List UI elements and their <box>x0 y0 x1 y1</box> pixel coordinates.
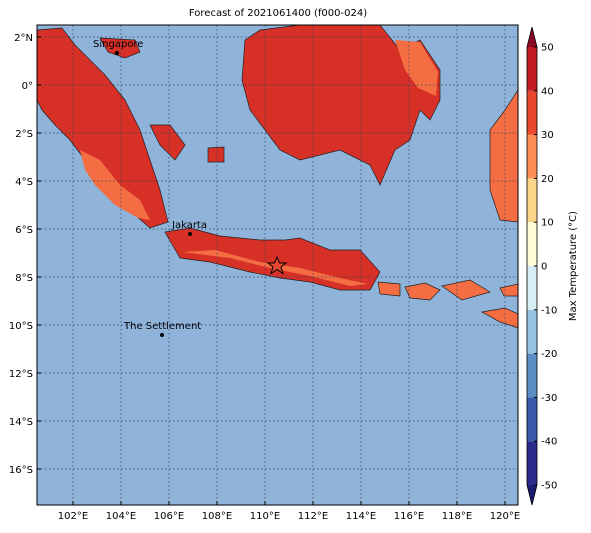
map-title: Forecast of 2021061400 (f000-024) <box>189 8 367 19</box>
lon-tick-label: 112°E <box>298 511 328 522</box>
colorbar-band <box>527 353 537 398</box>
lat-tick-label: 6°S <box>15 225 33 236</box>
lon-tick-label: 106°E <box>154 511 184 522</box>
land-warm-area <box>395 40 438 96</box>
colorbar-extend <box>527 485 537 505</box>
colorbar-tick-label: -50 <box>541 481 557 492</box>
land <box>404 282 441 301</box>
colorbar-band <box>527 90 537 135</box>
colorbar-band <box>527 222 537 266</box>
colorbar-tick-label: -40 <box>541 437 557 448</box>
lat-tick-label: 14°S <box>9 417 33 428</box>
land <box>164 227 381 291</box>
lat-tick-label: 16°S <box>9 465 33 476</box>
lat-tick-label: 2°N <box>14 33 33 44</box>
colorbar-tick-label: 20 <box>541 174 554 185</box>
colorbar: -50 -40 -30 -20 -10 0 10 20 30 40 50 <box>526 26 557 506</box>
place-marker <box>160 333 164 337</box>
lat-tick-label: 8°S <box>15 273 33 284</box>
colorbar-band <box>527 266 537 310</box>
colorbar-label: Max Temperature (°C) <box>568 211 579 321</box>
colorbar-tick-label: 10 <box>541 218 554 229</box>
grid: 102°E 104°E 106°E 108°E 110°E 112°E 114°E 116°E… <box>9 25 520 522</box>
place-marker <box>188 232 192 236</box>
place-label: The Settlement <box>123 321 201 332</box>
land-warm-area <box>80 150 150 220</box>
land <box>99 37 141 59</box>
colorbar-band <box>527 309 537 354</box>
lon-tick-label: 102°E <box>58 511 88 522</box>
colorbar-tick-label: 30 <box>541 130 554 141</box>
land <box>441 279 491 301</box>
place-label: Jakarta <box>171 220 207 231</box>
lat-tick-label: 4°S <box>15 177 33 188</box>
location-star <box>266 255 288 275</box>
lat-tick-label: 0° <box>22 81 33 92</box>
place-marker <box>115 51 119 55</box>
colorbar-tick-label: 40 <box>541 86 554 97</box>
colorbar-band <box>527 178 537 223</box>
lon-tick-label: 110°E <box>250 511 280 522</box>
colorbar-band <box>527 441 537 485</box>
colorbar-band <box>527 397 537 442</box>
colorbar-tick-label: 50 <box>541 43 554 54</box>
colorbar-band <box>527 47 537 91</box>
land <box>36 27 169 229</box>
lon-tick-label: 104°E <box>106 511 136 522</box>
land <box>149 124 186 161</box>
map-frame <box>36 24 519 506</box>
lon-tick-label: 116°E <box>394 511 424 522</box>
lat-tick-label: 2°S <box>15 129 33 140</box>
lon-tick-label: 120°E <box>490 511 520 522</box>
lon-tick-label: 114°E <box>346 511 376 522</box>
colorbar-band <box>527 134 537 179</box>
lon-tick-label: 118°E <box>442 511 472 522</box>
colorbar-tick-label: -10 <box>541 305 557 316</box>
land <box>241 24 441 186</box>
lon-tick-label: 108°E <box>202 511 232 522</box>
colorbar-extend <box>527 27 537 47</box>
colorbar-tick-label: -30 <box>541 393 557 404</box>
colorbar-tick-label: -20 <box>541 349 557 360</box>
lat-tick-label: 10°S <box>9 321 33 332</box>
place-label: Singapore <box>93 39 143 50</box>
colorbar-tick-label: 0 <box>541 262 547 273</box>
land <box>377 281 401 297</box>
lat-tick-label: 12°S <box>9 369 33 380</box>
map-area: Singapore Jakarta The Settlement <box>36 24 519 505</box>
land <box>207 146 225 163</box>
